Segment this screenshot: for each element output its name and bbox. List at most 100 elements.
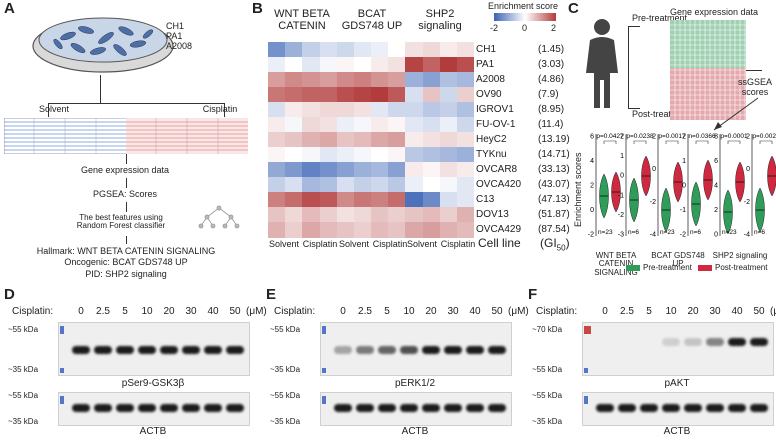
heatmap-cell (268, 72, 286, 88)
violin-tick-label: 0 (652, 166, 656, 173)
panel-f-label: F (528, 286, 538, 303)
heatmap-cell (456, 177, 475, 193)
heatmap-gi50-value: (47.13) (538, 194, 570, 205)
heatmap-cell (422, 102, 441, 118)
heatmap-cell (302, 132, 320, 148)
cisplatin-conc-label: Cisplatin: (536, 306, 578, 317)
conc-6: 40 (731, 306, 743, 317)
violin-tick-label: 0 (590, 207, 594, 214)
xlabel-solvent-3: Solvent (406, 239, 438, 249)
actb-band-5 (444, 404, 462, 412)
heatmap-cell (319, 117, 338, 133)
bottom-marker-hi: ~55 kDa (270, 391, 301, 400)
violin-group-bcat: BCAT GDS748 UP (651, 251, 705, 269)
heatmap-cell (422, 207, 441, 223)
violin-tick-label: 0 (746, 166, 750, 173)
heatmap-row-label: DOV13 (476, 209, 509, 220)
legend-tick-min: -2 (490, 23, 499, 33)
cisplatin-label: Cisplatin (202, 104, 238, 114)
legend-tick-max: 2 (551, 23, 557, 33)
heatmap-cell (405, 87, 423, 103)
heatmap-cell (422, 132, 441, 148)
top-band-4 (684, 338, 702, 346)
oncogenic-feature: Oncogenic: BCAT GDS748 UP (64, 257, 188, 268)
heatmap-cell (456, 57, 475, 73)
heatmap-cell (353, 42, 372, 58)
heatmap-cell (319, 42, 338, 58)
heatmap-cell (439, 132, 458, 148)
heatmap-cell (302, 207, 320, 223)
heatmap-cell (388, 42, 406, 58)
n-count-label: n=23 (598, 229, 613, 236)
heatmap-cell (422, 117, 441, 133)
heatmap-cell (285, 72, 303, 88)
heatmap-gi50-value: (3.03) (538, 59, 565, 70)
legend-pre-label: Pre-treatment (643, 263, 692, 272)
gene-expression-label-c: Gene expression data (670, 7, 759, 17)
actb-band-5 (182, 404, 200, 412)
best-features-label: The best features using Random Forest cl… (76, 213, 166, 231)
heatmap-gi50-value: (7.9) (538, 89, 559, 100)
heatmap-cell (439, 42, 458, 58)
cell-line-list: CH1 PA1 A2008 (166, 21, 192, 52)
solvent-label: Solvent (38, 104, 70, 114)
heatmap-cell (388, 177, 406, 193)
top-band-4 (422, 346, 440, 354)
conc-2: 5 (384, 306, 390, 317)
heatmap-row-label: OVCAR8 (476, 164, 518, 175)
heatmap-cell (336, 222, 355, 238)
heatmap-row-label: FU-OV-1 (476, 119, 516, 130)
heatmap-cell (353, 147, 372, 163)
conc-6: 40 (469, 306, 481, 317)
heatmap-cell (268, 147, 286, 163)
heatmap-cell (405, 132, 423, 148)
xlabel-cisplatin-2: Cisplatin (372, 239, 408, 249)
heatmap-cell (371, 162, 389, 178)
heatmap-cell (302, 162, 320, 178)
conc-unit: (μM) (246, 306, 267, 317)
top-band-7 (226, 346, 244, 354)
split-connector (48, 103, 224, 104)
violin-tick-label: 1 (620, 153, 624, 160)
heatmap-cell (422, 177, 441, 193)
violin-tick-label: -2 (680, 232, 686, 239)
heatmap-cell (353, 177, 372, 193)
heatmap-cell (405, 72, 423, 88)
top-blot (582, 322, 774, 376)
top-protein-label: pAKT (664, 378, 690, 389)
top-protein-label: pSer9-GSK3β (121, 378, 185, 389)
heatmap-gi50-value: (13.19) (538, 134, 570, 145)
actb-band-1 (356, 404, 374, 412)
actb-band-4 (422, 404, 440, 412)
cell-line-pa1: PA1 (166, 30, 183, 41)
heatmap-cell (456, 42, 475, 58)
heatmap-cell (302, 102, 320, 118)
heatmap-row-label: CH1 (476, 44, 497, 55)
violin-tick-label: -3 (618, 232, 624, 239)
dish-connector (100, 75, 101, 103)
top-band-5 (182, 346, 200, 354)
top-band-1 (356, 346, 374, 354)
p-value-label: p=0.0238 (626, 133, 654, 140)
heatmap-cell (456, 117, 475, 133)
heatmap-cell (456, 147, 475, 163)
random-forest-tree-icon (198, 205, 240, 229)
panel-c-label: C (568, 0, 579, 17)
heatmap-cell (371, 222, 389, 238)
actb-band-5 (706, 404, 724, 412)
heatmap-cell (285, 117, 303, 133)
heatmap-cell (336, 207, 355, 223)
heatmap-cell (336, 177, 355, 193)
heatmap-cell (302, 87, 320, 103)
violin-tick-label: -2 (650, 199, 656, 206)
violin-tick-label: -4 (650, 232, 656, 239)
ssgsea-label: ssGSEA scores (737, 77, 772, 97)
western-panel-e: E Cisplatin: 0 2.5 5 10 20 30 40 50 (μM) ~55 kDa ~35… (262, 286, 529, 440)
conc-6: 40 (207, 306, 219, 317)
selected-features: Hallmark: WNT BETA CATENIN SIGNALING Onc… (0, 246, 252, 280)
heatmap-cell (439, 207, 458, 223)
heatmap-cell (456, 207, 475, 223)
heatmap-cell (302, 57, 320, 73)
heatmap-cell (405, 117, 423, 133)
heatmap-cell (371, 117, 389, 133)
